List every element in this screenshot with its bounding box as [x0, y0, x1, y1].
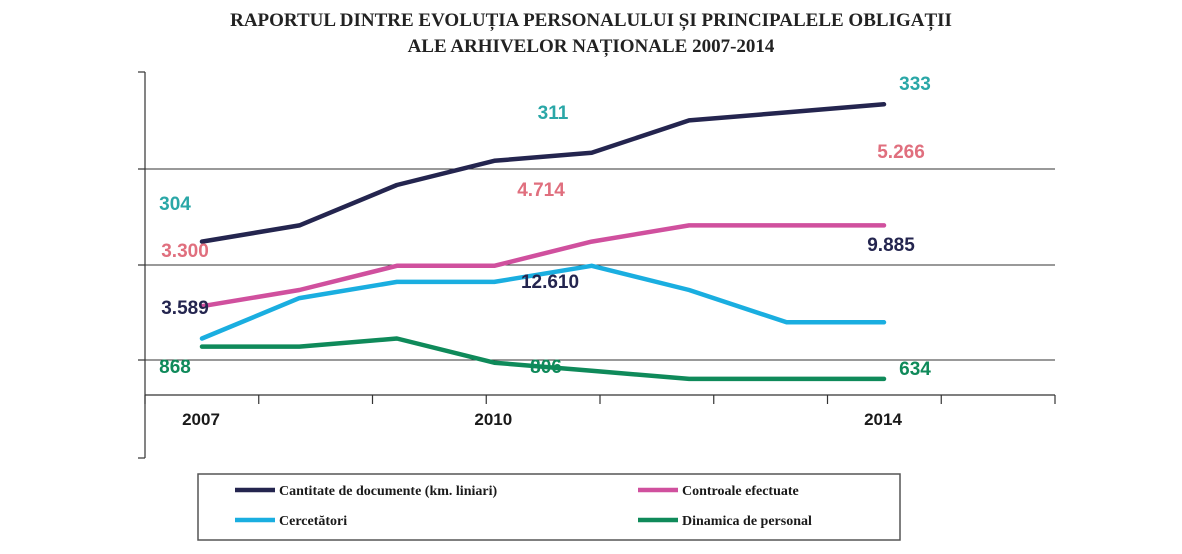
series-line-1 — [199, 102, 887, 244]
data-label: 806 — [530, 357, 562, 378]
data-label: 333 — [899, 74, 931, 95]
chart-title-line-1: RAPORTUL DINTRE EVOLUȚIA PERSONALULUI ȘI… — [230, 10, 952, 31]
data-label: 3.300 — [161, 241, 209, 262]
legend-label: Controale efectuate — [682, 484, 799, 499]
series-line-3 — [199, 263, 887, 341]
data-label: 12.610 — [521, 272, 579, 293]
data-label: 868 — [159, 357, 191, 378]
legend-box — [197, 473, 901, 541]
legend-label: Cercetători — [279, 514, 347, 529]
legend-label: Dinamica de personal — [682, 514, 812, 529]
data-label: 311 — [538, 103, 569, 124]
data-labels: 304 311 333 3.300 4.714 5.266 3.589 12.610 9.885… — [159, 74, 931, 380]
gridlines — [145, 168, 1055, 361]
axes — [138, 71, 1056, 459]
x-tick-label: 2007 — [182, 410, 220, 429]
legend-label: Cantitate de documente (km. liniari) — [279, 484, 497, 499]
data-label: 304 — [159, 194, 191, 215]
chart-title-line-2: ALE ARHIVELOR NAȚIONALE 2007-2014 — [408, 36, 775, 57]
data-label: 3.589 — [161, 298, 209, 319]
series-lines — [199, 102, 887, 382]
x-tick-label: 2010 — [474, 410, 512, 429]
series-line-4 — [199, 336, 887, 382]
series-line-2 — [199, 223, 887, 309]
legend: Cantitate de documente (km. liniari) Cont… — [197, 473, 901, 541]
x-tick-label: 2014 — [864, 410, 902, 429]
data-label: 9.885 — [867, 235, 915, 256]
x-tick-labels: 2007 2010 2014 — [182, 410, 902, 429]
data-label: 5.266 — [877, 142, 925, 163]
data-label: 4.714 — [517, 180, 565, 201]
data-label: 634 — [899, 359, 931, 380]
